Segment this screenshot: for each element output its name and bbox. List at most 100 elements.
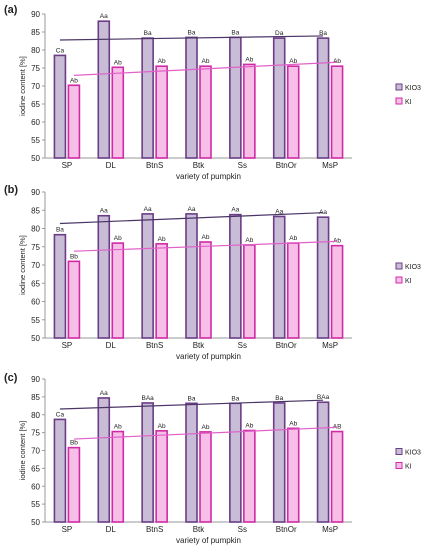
bar-ki-Btk bbox=[199, 241, 212, 339]
y-axis-title: iodine content [%] bbox=[18, 56, 27, 116]
bar-ki-SP bbox=[67, 84, 81, 159]
bar-kio3-BtnOr bbox=[272, 215, 286, 339]
data-label-kio3: Ca bbox=[56, 47, 65, 54]
data-label-ki: Ab bbox=[202, 58, 210, 65]
y-tick-label: 50 bbox=[31, 154, 40, 163]
x-tick-label: MsP bbox=[322, 341, 338, 350]
bar-kio3-BtnOr bbox=[272, 37, 286, 159]
data-label-kio3: Ba bbox=[188, 395, 196, 402]
data-label-ki: Bb bbox=[70, 440, 78, 447]
y-tick-label: 60 bbox=[31, 298, 40, 307]
bar-ki-Btk bbox=[199, 65, 212, 159]
legend-label-ki: KI bbox=[405, 278, 412, 285]
legend-swatch-kio3 bbox=[395, 448, 403, 455]
data-label-kio3: Ba bbox=[56, 227, 64, 234]
y-tick-label: 70 bbox=[31, 261, 40, 270]
data-label-ki: Ab bbox=[114, 235, 122, 242]
chart-panel-3: (c) 50 55 60 65 70 75 80 85 90 iodine content [%] C… bbox=[4, 372, 421, 545]
bar-kio3-MsP bbox=[316, 216, 330, 339]
bar-ki-BtnS bbox=[155, 430, 168, 523]
data-label-ki: Ab bbox=[202, 424, 210, 431]
x-axis-title: variety of pumpkin bbox=[176, 536, 241, 545]
data-label-ki: Bb bbox=[70, 253, 78, 260]
data-label-ki: AB bbox=[333, 424, 342, 431]
x-axis-title: variety of pumpkin bbox=[176, 352, 241, 361]
bar-ki-Ss bbox=[243, 63, 256, 159]
data-label-ki: Ab bbox=[333, 238, 341, 245]
bar-ki-Ss bbox=[243, 244, 256, 339]
data-label-ki: Ab bbox=[114, 59, 122, 66]
bar-kio3-SP bbox=[53, 54, 67, 159]
data-label-ki: Ab bbox=[245, 237, 253, 244]
x-tick-label: Btk bbox=[193, 161, 206, 170]
data-label-kio3: BAa bbox=[317, 394, 330, 401]
x-tick-label: Btk bbox=[193, 525, 206, 534]
data-label-kio3: Ba bbox=[319, 30, 327, 37]
bar-ki-Btk bbox=[199, 431, 212, 523]
x-tick-label: Ss bbox=[238, 341, 247, 350]
y-tick-label: 60 bbox=[31, 118, 40, 127]
bar-ki-SP bbox=[67, 446, 81, 523]
bar-ki-SP bbox=[67, 260, 81, 339]
legend-swatch-kio3 bbox=[395, 83, 403, 91]
bar-kio3-BtnS bbox=[141, 37, 154, 159]
y-tick-label: 50 bbox=[31, 334, 40, 343]
y-tick-label: 55 bbox=[31, 316, 40, 325]
data-label-kio3: Ba bbox=[188, 29, 196, 36]
y-tick-label: 65 bbox=[31, 464, 40, 473]
bar-kio3-BtnS bbox=[141, 213, 154, 339]
x-tick-label: BtnOr bbox=[276, 161, 297, 170]
legend-label-ki: KI bbox=[405, 464, 412, 471]
data-label-ki: Ab bbox=[289, 235, 297, 242]
bar-kio3-BtnOr bbox=[272, 402, 286, 523]
y-tick-label: 85 bbox=[31, 393, 40, 402]
x-tick-label: DL bbox=[106, 525, 117, 534]
y-tick-label: 80 bbox=[31, 411, 40, 420]
y-tick-label: 85 bbox=[31, 206, 40, 215]
y-tick-label: 75 bbox=[31, 64, 40, 73]
bar-ki-BtnOr bbox=[286, 242, 300, 339]
y-tick-label: 60 bbox=[31, 482, 40, 491]
x-tick-label: SP bbox=[62, 525, 73, 534]
y-tick-label: 75 bbox=[31, 429, 40, 438]
trend-line-kio3 bbox=[59, 399, 324, 410]
y-tick-label: 50 bbox=[31, 518, 40, 527]
y-tick-label: 70 bbox=[31, 82, 40, 91]
x-tick-label: BtnOr bbox=[276, 525, 297, 534]
bar-ki-MsP bbox=[330, 65, 344, 159]
bar-ki-BtnS bbox=[155, 243, 168, 339]
x-tick-label: SP bbox=[62, 341, 73, 350]
bar-ki-DL bbox=[111, 242, 125, 339]
y-axis-title: iodine content [%] bbox=[18, 421, 27, 481]
bar-kio3-MsP bbox=[316, 37, 330, 159]
data-label-ki: Ab bbox=[114, 424, 122, 431]
bar-kio3-Ss bbox=[229, 402, 242, 523]
x-tick-label: Ss bbox=[238, 525, 247, 534]
data-label-kio3: Ba bbox=[144, 30, 152, 37]
panel-label: (a) bbox=[4, 4, 18, 16]
data-label-kio3: Ba bbox=[231, 29, 239, 36]
data-label-ki: Ab bbox=[158, 236, 166, 243]
trend-line-ki bbox=[73, 240, 338, 252]
bar-kio3-DL bbox=[97, 214, 111, 339]
data-label-ki: Ab bbox=[245, 422, 253, 429]
bar-ki-MsP bbox=[330, 244, 344, 339]
legend-label-kio3: KIO3 bbox=[405, 450, 421, 457]
bar-kio3-MsP bbox=[316, 401, 330, 523]
x-tick-label: DL bbox=[106, 161, 117, 170]
trend-line-kio3 bbox=[59, 212, 324, 225]
data-label-kio3: Aa bbox=[319, 209, 327, 216]
legend-label-kio3: KIO3 bbox=[405, 85, 421, 92]
data-label-kio3: Aa bbox=[100, 208, 108, 215]
bar-ki-MsP bbox=[330, 430, 344, 523]
data-label-kio3: BAa bbox=[141, 395, 154, 402]
bar-ki-DL bbox=[111, 430, 125, 523]
bar-kio3-SP bbox=[53, 418, 67, 523]
data-label-kio3: Ba bbox=[275, 395, 283, 402]
y-tick-label: 85 bbox=[31, 28, 40, 37]
data-label-kio3: Aa bbox=[188, 206, 196, 213]
bar-ki-BtnS bbox=[155, 65, 168, 159]
x-tick-label: BtnS bbox=[146, 341, 163, 350]
trend-line-ki bbox=[73, 426, 338, 440]
